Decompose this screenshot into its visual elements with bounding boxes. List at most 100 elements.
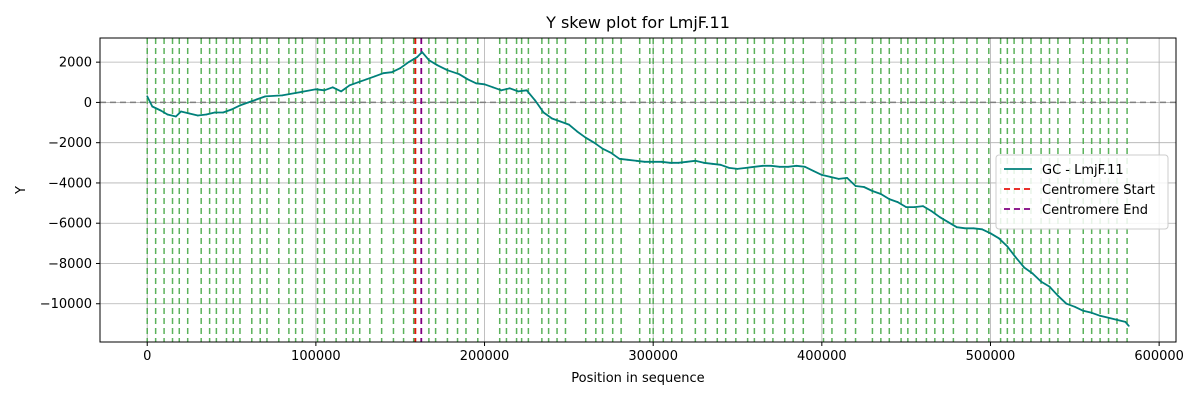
data-point	[1057, 294, 1059, 297]
data-point	[972, 227, 975, 230]
data-point	[1023, 266, 1026, 269]
data-point	[1082, 309, 1085, 312]
data-point	[702, 161, 705, 164]
data-point	[652, 160, 655, 163]
data-point	[787, 165, 790, 168]
data-point	[1107, 316, 1110, 319]
data-point	[399, 67, 402, 70]
data-point	[938, 216, 941, 219]
data-point	[365, 78, 368, 81]
y-tick-label: −2000	[48, 136, 92, 151]
data-point	[635, 159, 638, 162]
data-point	[770, 164, 773, 167]
data-point	[930, 210, 933, 213]
data-point	[264, 95, 267, 98]
data-point	[593, 141, 596, 144]
data-point	[382, 72, 385, 75]
data-point	[669, 161, 671, 164]
data-point	[922, 205, 924, 208]
data-point	[340, 90, 343, 93]
data-point	[829, 176, 832, 178]
data-point	[618, 157, 621, 160]
y-axis-label: Y	[14, 186, 29, 195]
data-point	[174, 115, 177, 118]
data-point	[517, 90, 520, 93]
data-point	[913, 206, 916, 209]
data-point	[1099, 314, 1102, 317]
x-tick-label: 300000	[628, 349, 678, 364]
data-point	[247, 101, 250, 104]
x-axis-label: Position in sequence	[571, 371, 704, 386]
data-point	[151, 105, 154, 108]
data-point	[1116, 318, 1118, 321]
data-point	[1040, 280, 1042, 283]
data-point	[694, 159, 697, 162]
data-point	[837, 178, 840, 180]
x-tick-label: 100000	[291, 349, 341, 364]
y-tick-label: 0	[84, 96, 92, 111]
chart-title: Y skew plot for LmjF.11	[545, 13, 730, 32]
data-point	[466, 78, 469, 81]
data-point	[492, 86, 494, 89]
data-point	[542, 111, 545, 114]
data-point	[981, 228, 983, 231]
data-point	[1065, 302, 1068, 305]
data-point	[1124, 320, 1127, 323]
y-tick-label: −4000	[48, 176, 92, 191]
data-point	[166, 113, 169, 116]
data-point	[989, 232, 992, 235]
data-point	[736, 167, 739, 170]
data-point	[567, 123, 570, 126]
data-point	[323, 89, 326, 92]
data-point	[146, 95, 149, 98]
data-point	[753, 165, 756, 168]
data-point	[159, 109, 162, 112]
data-point	[196, 114, 199, 117]
data-point	[778, 165, 781, 168]
x-tick-label: 200000	[460, 349, 510, 364]
data-point	[1014, 256, 1017, 259]
data-point	[854, 185, 857, 187]
data-point	[728, 166, 730, 169]
data-point	[610, 151, 612, 154]
data-point	[213, 111, 216, 114]
legend-label: Centromere Start	[1042, 183, 1155, 198]
data-point	[745, 166, 747, 169]
data-point	[998, 237, 1000, 240]
data-point	[576, 130, 579, 133]
x-tick-label: 500000	[966, 349, 1016, 364]
data-point	[500, 89, 503, 92]
data-point	[795, 164, 798, 167]
data-point	[239, 104, 241, 107]
legend-box	[995, 154, 1169, 230]
data-point	[964, 227, 967, 230]
legend: GC - LmjF.11 Centromere Start Centromere E…	[995, 154, 1169, 230]
data-point	[888, 198, 891, 200]
x-tick-label: 400000	[797, 349, 847, 364]
data-point	[947, 221, 950, 224]
x-tick-label: 600000	[1134, 349, 1184, 364]
data-point	[711, 162, 714, 165]
data-point	[804, 165, 806, 168]
data-point	[955, 226, 958, 229]
data-point	[314, 88, 317, 91]
data-point	[416, 56, 418, 59]
data-point	[846, 177, 849, 179]
data-point	[421, 51, 424, 53]
data-point	[357, 81, 359, 84]
data-point	[458, 73, 461, 76]
data-point	[1090, 311, 1093, 314]
y-tick-label: −8000	[48, 257, 92, 272]
data-point	[719, 163, 722, 166]
data-point	[686, 160, 688, 163]
data-point	[761, 164, 764, 167]
y-tick-label: 2000	[59, 56, 92, 71]
data-point	[551, 117, 553, 120]
plot-frame	[99, 37, 1177, 343]
data-point	[298, 91, 300, 94]
data-point	[205, 113, 208, 116]
data-point	[180, 110, 182, 113]
data-point	[508, 87, 511, 90]
data-point	[812, 169, 815, 172]
data-point	[230, 108, 233, 111]
